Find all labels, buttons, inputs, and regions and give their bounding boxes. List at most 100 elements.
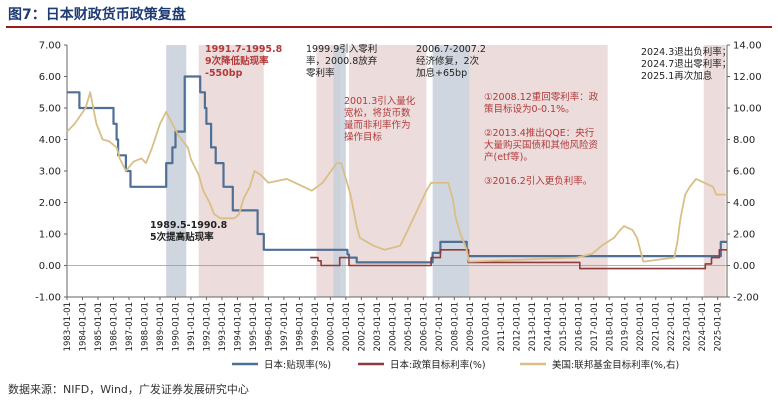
annotation-4-line: 操作目标: [344, 131, 383, 143]
x-tick-label: 1993-01-01: [218, 302, 228, 351]
left-tick-label: 7.00: [39, 41, 61, 52]
x-tick-label: 1983-01-01: [63, 302, 73, 351]
left-tick-label: 3.00: [39, 167, 61, 178]
x-tick-label: 2000-01-01: [326, 302, 336, 351]
annotation-2-line: 2006.7-2007.2: [416, 44, 486, 55]
annotation-0-line: -550bp: [205, 68, 243, 79]
x-tick-label: 2009-01-01: [466, 302, 476, 351]
left-tick-label: 6.00: [39, 72, 61, 83]
x-tick-label: 2001-01-01: [342, 302, 352, 351]
x-tick-label: 2010-01-01: [481, 302, 491, 351]
x-tick-label: 2007-01-01: [435, 302, 445, 351]
x-tick-label: 2021-01-01: [652, 302, 662, 351]
shaded-period-1: [198, 45, 264, 297]
x-tick-label: 1985-01-01: [94, 302, 104, 351]
x-tick-label: 2004-01-01: [388, 302, 398, 351]
x-tick-label: 2005-01-01: [404, 302, 414, 351]
x-tick-label: 1997-01-01: [280, 302, 290, 351]
annotation-4-line: 量而非利率作为: [344, 119, 411, 131]
shaded-period-3: [333, 45, 346, 297]
x-tick-label: 2023-01-01: [683, 302, 693, 351]
title-divider: [6, 26, 772, 28]
x-tick-label: 2013-01-01: [528, 302, 538, 351]
left-tick-label: 4.00: [39, 135, 61, 146]
annotation-4-line: 2001.3引入量化: [344, 95, 416, 107]
x-tick-label: 2014-01-01: [543, 302, 553, 351]
annotation-2-line: 经济修复，2次: [416, 55, 480, 67]
annotation-5-line: 产(etf等)。: [484, 151, 533, 163]
annotation-5-line: ①2008.12重回零利率：政: [484, 91, 599, 103]
annotation-3-line: 2024.7退出零利率；: [641, 58, 731, 70]
x-tick-label: 1986-01-01: [109, 302, 119, 351]
right-tick-label: 0.00: [733, 261, 755, 272]
legend-label-2: 美国:联邦基金目标利率(%,右): [552, 359, 679, 371]
x-tick-label: 1989-01-01: [156, 302, 166, 351]
chart-title: 图7：日本财政货币政策复盘: [8, 7, 186, 23]
x-tick-label: 2020-01-01: [636, 302, 646, 351]
x-tick-label: 2024-01-01: [698, 302, 708, 351]
source-note: 数据来源：NIFD，Wind，广发证券发展研究中心: [8, 383, 249, 396]
annotation-5-line: 大量购买国债和其他风险资: [484, 139, 599, 151]
annotation-5-line: 策目标设为0-0.1%。: [484, 103, 575, 115]
annotation-6-line: 1989.5-1990.8: [150, 220, 228, 231]
right-tick-label: 10.00: [733, 104, 762, 115]
annotation-2-line: 加息+65bp: [416, 67, 467, 79]
annotation-0-line: 1991.7-1995.8: [205, 44, 283, 55]
x-tick-label: 1996-01-01: [264, 302, 274, 351]
x-tick-label: 2008-01-01: [450, 302, 460, 351]
left-tick-label: 2.00: [39, 198, 61, 209]
right-tick-label: 12.00: [733, 72, 762, 83]
annotation-4-line: 宽松，将货币数: [344, 107, 411, 119]
shaded-periods: [166, 45, 726, 297]
x-tick-label: 2003-01-01: [373, 302, 383, 351]
x-tick-label: 2002-01-01: [357, 302, 367, 351]
annotation-6-line: 5次提高贴现率: [150, 231, 214, 243]
legend-label-1: 日本:政策目标利率(%): [390, 359, 486, 371]
series-line-1: [310, 249, 727, 270]
series-lines: [66, 75, 727, 270]
shaded-period-4: [348, 45, 427, 297]
x-tick-label: 1988-01-01: [140, 302, 150, 351]
annotation-3-line: 2024.3退出负利率；: [641, 46, 731, 58]
annotation-1-line: 零利率: [306, 67, 335, 79]
x-tick-label: 1999-01-01: [311, 302, 321, 351]
annotation-0-line: 9次降低贴现率: [205, 55, 269, 67]
series-line-2: [66, 91, 727, 263]
x-tick-label: 2011-01-01: [497, 302, 507, 351]
shaded-period-5: [432, 45, 470, 297]
x-tick-label: 2012-01-01: [512, 302, 522, 351]
x-tick-label: 1987-01-01: [125, 302, 135, 351]
annotation-5-line: ③2016.2引入更负利率。: [484, 175, 592, 187]
x-tick-label: 1992-01-01: [202, 302, 212, 351]
x-tick-label: 2018-01-01: [605, 302, 615, 351]
x-tick-label: 1990-01-01: [171, 302, 181, 351]
x-tick-label: 2006-01-01: [419, 302, 429, 351]
x-tick-label: 1998-01-01: [295, 302, 305, 351]
annotation-5-line: ②2013.4推出QQE：央行: [484, 127, 595, 139]
left-tick-label: -1.00: [35, 293, 61, 304]
x-tick-label: 1991-01-01: [187, 302, 197, 351]
right-tick-label: -2.00: [733, 293, 759, 304]
x-tick-label: 1994-01-01: [233, 302, 243, 351]
right-tick-label: 4.00: [733, 198, 755, 209]
x-tick-label: 2016-01-01: [574, 302, 584, 351]
x-tick-label: 2015-01-01: [559, 302, 569, 351]
annotation-3-line: 2025.1再次加息: [641, 70, 712, 82]
left-tick-label: 5.00: [39, 104, 61, 115]
x-tick-label: 2017-01-01: [590, 302, 600, 351]
shaded-period-7: [703, 45, 726, 297]
legend-label-0: 日本:贴现率(%): [264, 359, 331, 371]
x-tick-label: 2019-01-01: [621, 302, 631, 351]
right-tick-label: 6.00: [733, 167, 755, 178]
x-tick-label: 1995-01-01: [249, 302, 259, 351]
x-tick-label: 1984-01-01: [78, 302, 88, 351]
left-tick-label: 0.00: [39, 261, 61, 272]
left-tick-label: 1.00: [39, 230, 61, 241]
legend: 日本:贴现率(%) 日本:政策目标利率(%) 美国:联邦基金目标利率(%,右): [232, 359, 679, 371]
right-tick-label: 8.00: [733, 135, 755, 146]
right-tick-label: 14.00: [733, 41, 762, 52]
shaded-period-0: [166, 45, 187, 297]
annotation-1-line: 1999.9引入零利: [306, 43, 377, 55]
